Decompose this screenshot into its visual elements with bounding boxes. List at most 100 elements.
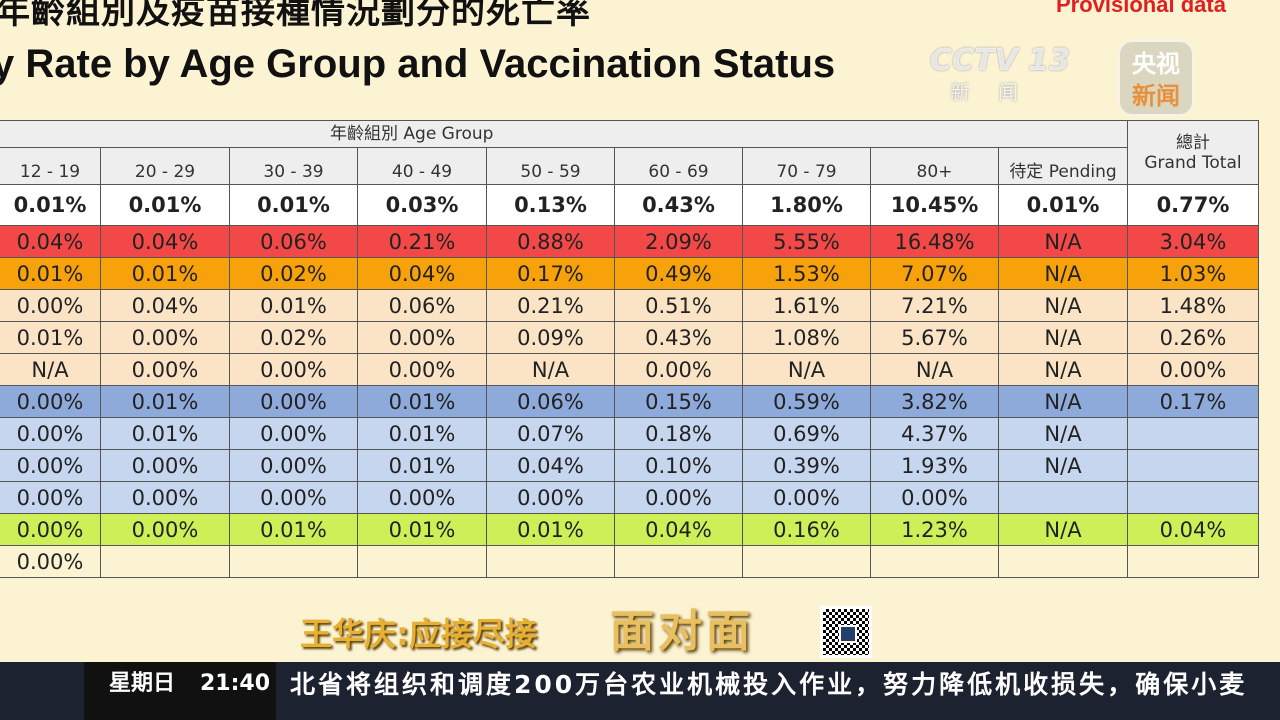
table-cell: 16.48% (870, 225, 999, 258)
table-cell: 0.01% (357, 417, 487, 450)
table-cell (100, 545, 230, 578)
table-cell: 0.01% (100, 184, 230, 226)
table-cell: 0.18% (614, 417, 743, 450)
table-cell: 0.00% (614, 481, 743, 514)
table-cell: 4.37% (870, 417, 999, 450)
table-cell: 0.04% (614, 513, 743, 546)
table-cell: N/A (998, 353, 1128, 386)
table-cell: N/A (0, 353, 101, 386)
table-cell: 1.03% (1127, 257, 1259, 290)
table-cell: 0.49% (614, 257, 743, 290)
table-cell: 0.21% (357, 225, 487, 258)
table-row: 0.00% 0.01% 0.00% 0.01% 0.06% 0.15% 0.59% 3.82%… (0, 385, 1259, 418)
mortality-table: 年齡組別 Age Group 總計 Grand Total 12 - 19 20 -… (0, 120, 1259, 578)
table-cell: 1.80% (742, 184, 871, 226)
table-cell: 0.06% (357, 289, 487, 322)
table-cell: 0.00% (742, 481, 871, 514)
table-cell: 0.21% (486, 289, 615, 322)
table-cell: 0.01% (229, 184, 358, 226)
table-cell: 0.07% (486, 417, 615, 450)
table-cell (998, 481, 1128, 514)
table-cell: 0.01% (486, 513, 615, 546)
table-cell: 0.00% (229, 353, 358, 386)
table-cell: 7.07% (870, 257, 999, 290)
table-row: 0.00% 0.04% 0.01% 0.06% 0.21% 0.51% 1.61% 7.21%… (0, 289, 1259, 322)
table-cell: 0.39% (742, 449, 871, 482)
table-cell: 1.61% (742, 289, 871, 322)
column-header: 30 - 39 (229, 147, 358, 185)
table-cell (614, 545, 743, 578)
table-cell: 1.93% (870, 449, 999, 482)
table-cell: 0.00% (229, 481, 358, 514)
table-cell: 0.01% (357, 513, 487, 546)
table-cell: 0.13% (486, 184, 615, 226)
table-cell: 0.01% (357, 385, 487, 418)
table-cell: 0.04% (100, 289, 230, 322)
column-header: 20 - 29 (100, 147, 230, 185)
table-cell: 0.03% (357, 184, 487, 226)
ticker-time: 21:40 (200, 662, 276, 720)
table-cell: 0.06% (486, 385, 615, 418)
table-cell (1127, 417, 1259, 450)
table-cell: 0.00% (614, 353, 743, 386)
table-cell: 0.00% (357, 353, 487, 386)
table-cell: 1.23% (870, 513, 999, 546)
table-cell: 0.43% (614, 184, 743, 226)
table-cell: N/A (998, 513, 1128, 546)
cctv-logo: CCTV 13 (930, 43, 1070, 78)
column-header: 待定 Pending (998, 147, 1128, 185)
table-cell (357, 545, 487, 578)
table-cell: 0.01% (0, 184, 101, 226)
column-header: 80+ (870, 147, 999, 185)
provisional-label: Provisional data (1056, 0, 1226, 17)
cctv-news-badge: 央视 新闻 (1118, 40, 1194, 116)
table-row: 0.00% 0.00% 0.01% 0.01% 0.01% 0.04% 0.16% 1.23%… (0, 513, 1259, 546)
table-cell (486, 545, 615, 578)
table-cell: 0.00% (1127, 353, 1259, 386)
table-cell: 0.04% (357, 257, 487, 290)
table-cell: N/A (486, 353, 615, 386)
table-cell: N/A (998, 289, 1128, 322)
table-cell: 1.08% (742, 321, 871, 354)
table-cell: 0.02% (229, 321, 358, 354)
table-cell: N/A (998, 257, 1128, 290)
column-header: 40 - 49 (357, 147, 487, 185)
table-cell: 0.15% (614, 385, 743, 418)
table-cell: 0.01% (357, 449, 487, 482)
table-cell: 0.00% (100, 321, 230, 354)
cctv-logo-sub: 新闻 (950, 80, 1046, 104)
table-cell: 0.16% (742, 513, 871, 546)
table-cell: N/A (998, 449, 1128, 482)
table-cell (229, 545, 358, 578)
table-cell: N/A (998, 321, 1128, 354)
table-cell: 0.00% (870, 481, 999, 514)
table-cell: 0.04% (0, 225, 101, 258)
age-group-header: 年齡組別 Age Group (0, 120, 1128, 148)
table-cell: 0.04% (100, 225, 230, 258)
table-cell: 0.01% (100, 417, 230, 450)
table-cell: 0.00% (229, 385, 358, 418)
program-caption: 王华庆:应接尽接 (300, 615, 537, 653)
ticker-day: 星期日 (84, 662, 200, 720)
table-cell: 0.00% (100, 513, 230, 546)
table-cell: 0.00% (229, 449, 358, 482)
column-header: 70 - 79 (742, 147, 871, 185)
table-cell: 0.10% (614, 449, 743, 482)
table-cell: 5.67% (870, 321, 999, 354)
table-row: 0.01% 0.01% 0.01% 0.03% 0.13% 0.43% 1.80% 10.45… (0, 184, 1259, 226)
table-row: 0.00% 0.00% 0.00% 0.00% 0.00% 0.00% 0.00% 0.00% (0, 481, 1259, 514)
table-cell: 0.01% (229, 289, 358, 322)
table-cell: 2.09% (614, 225, 743, 258)
table-cell: 0.00% (0, 545, 101, 578)
table-cell: 0.00% (486, 481, 615, 514)
table-cell (1127, 449, 1259, 482)
table-cell: 0.00% (0, 289, 101, 322)
table-cell: 0.00% (357, 481, 487, 514)
program-title: 面对面 (610, 606, 754, 657)
column-header: 50 - 59 (486, 147, 615, 185)
table-cell: 0.00% (100, 353, 230, 386)
table-row: 0.00% 0.01% 0.00% 0.01% 0.07% 0.18% 0.69% 4.37%… (0, 417, 1259, 450)
table-cell: 0.01% (0, 257, 101, 290)
column-header: 60 - 69 (614, 147, 743, 185)
table-cell: 0.26% (1127, 321, 1259, 354)
